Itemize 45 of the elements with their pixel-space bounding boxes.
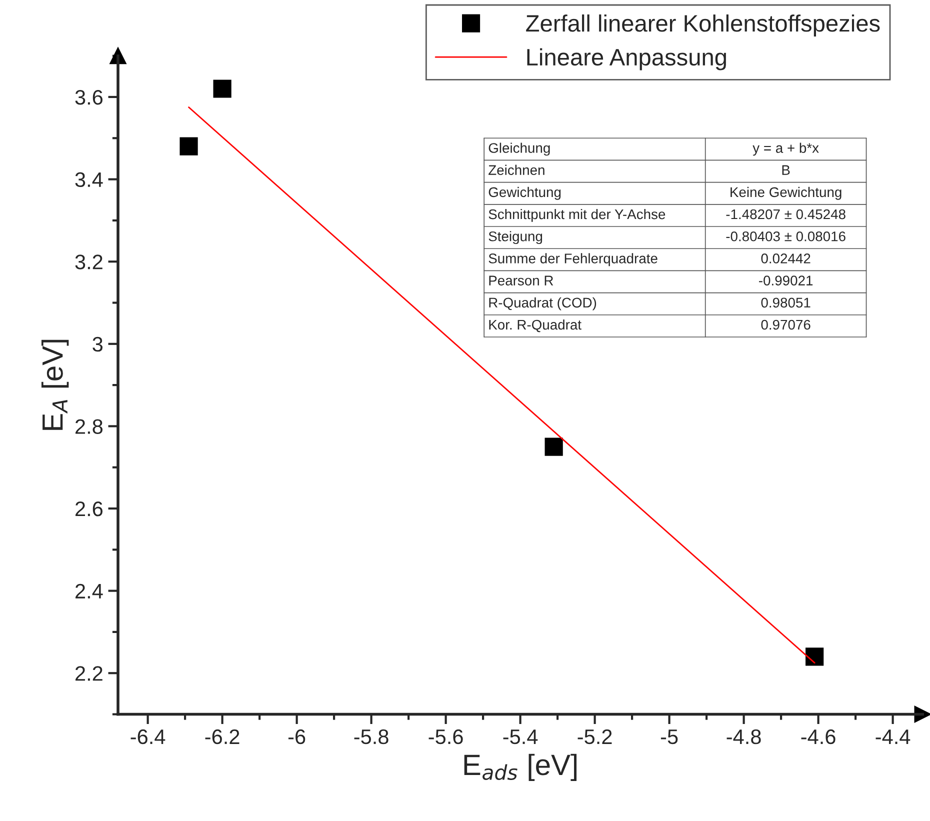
annotation: Zeichnen xyxy=(488,164,544,176)
x-axis-title: E$_{ads}$ [eV] xyxy=(464,754,577,782)
annotation: R-Quadrat (COD) xyxy=(489,297,596,310)
legend-label: Zerfall linearer Kohlenstoffspezies xyxy=(526,14,880,36)
y-tick-label: 3 xyxy=(92,336,102,352)
legend-label: Lineare Anpassung xyxy=(527,48,726,70)
annotation: -0.80403 ± 0.08016 xyxy=(726,231,846,242)
annotation: Gleichung xyxy=(488,142,550,156)
point xyxy=(544,438,563,456)
y-tick-label: 3.4 xyxy=(75,172,103,188)
x-tick-label: -4.8 xyxy=(726,729,761,744)
annotation: Summe der Fehlerquadrate xyxy=(488,253,658,266)
annotation: 0.97076 xyxy=(761,320,810,330)
annotation: Kor. R-Quadrat xyxy=(489,319,582,332)
y-axis-title: E$_{A}$ [eV] xyxy=(41,340,69,430)
x-tick-label: -4.4 xyxy=(876,730,910,744)
annotation: 0.98051 xyxy=(761,298,810,308)
x-tick-label: -4.6 xyxy=(801,729,836,744)
x-tick-label: -6.2 xyxy=(205,729,240,744)
annotation: Pearson R xyxy=(489,276,554,286)
point xyxy=(806,648,824,666)
x-tick-label: -5.8 xyxy=(354,729,388,744)
y-tick-label: 2.2 xyxy=(76,666,102,681)
x-tick-label: -5.6 xyxy=(428,729,463,744)
annotation: y = a + b*x xyxy=(752,142,819,156)
annotation: 0.02442 xyxy=(761,254,810,264)
annotation: Schnittpunkt mit der Y-Achse xyxy=(488,208,666,222)
x-tick-label: -5.4 xyxy=(503,730,538,744)
annotation: Keine Gewichtung xyxy=(730,186,842,200)
annotation: Gewichtung xyxy=(488,186,561,200)
y-tick-label: 2.4 xyxy=(76,584,103,598)
annotation: -1.48207 ± 0.45248 xyxy=(726,209,846,220)
y-tick-label: 2.8 xyxy=(76,419,103,434)
x-tick-label: -6 xyxy=(288,729,306,744)
x-tick-label: -5.2 xyxy=(578,729,612,744)
point xyxy=(180,137,198,156)
annotation: B xyxy=(782,165,790,175)
x-tick-label: -5 xyxy=(660,730,678,744)
y-tick-label: 2.6 xyxy=(76,502,103,516)
point xyxy=(213,80,232,98)
y-tick-label: 3.2 xyxy=(75,254,102,270)
y-tick-label: 3.6 xyxy=(75,90,103,105)
annotation: -0.99021 xyxy=(759,276,813,286)
annotation: Steigung xyxy=(488,231,542,244)
x-tick-label: -6.4 xyxy=(130,729,166,744)
